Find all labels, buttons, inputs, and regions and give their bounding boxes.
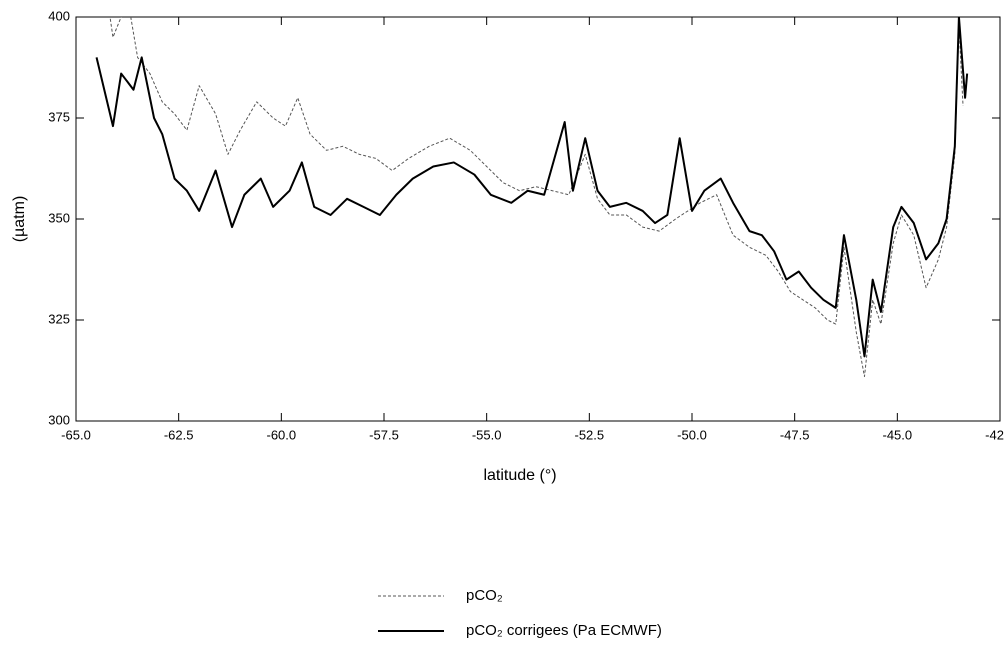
plot-frame xyxy=(75,16,1001,422)
x-axis-title: latitude (°) xyxy=(483,467,556,484)
y-tick-label: 325 xyxy=(48,311,70,326)
x-tick-label: -57.5 xyxy=(369,427,399,442)
x-tick-label: -50.0 xyxy=(677,427,707,442)
y-tick-label: 300 xyxy=(48,412,70,427)
x-tick-label: -45.0 xyxy=(883,427,913,442)
y-tick-label: 400 xyxy=(48,8,70,23)
x-tick-label: -42.5 xyxy=(985,427,1004,442)
x-tick-label: -52.5 xyxy=(575,427,605,442)
x-tick-label: -65.0 xyxy=(61,427,91,442)
x-tick-label: -55.0 xyxy=(472,427,502,442)
x-tick-label: -60.0 xyxy=(267,427,297,442)
y-tick-label: 350 xyxy=(48,210,70,225)
x-tick-label: -62.5 xyxy=(164,427,194,442)
y-tick-label: 375 xyxy=(48,109,70,124)
y-axis-title: (µatm) xyxy=(11,196,28,243)
x-tick-label: -47.5 xyxy=(780,427,810,442)
data-line xyxy=(95,17,969,358)
plot-area xyxy=(95,17,969,378)
legend-label: pCO₂ corrigees (Pa ECMWF) xyxy=(466,622,662,639)
legend-label: pCO₂ xyxy=(466,587,503,604)
